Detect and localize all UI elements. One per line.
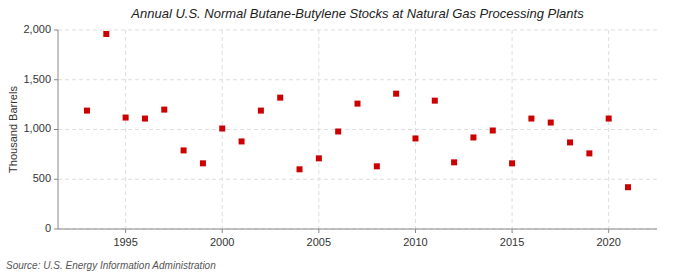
x-tick — [222, 229, 223, 233]
y-grid-line — [58, 30, 657, 31]
y-tick-label: 1,000 — [23, 122, 51, 134]
y-tick-label: 2,000 — [23, 23, 51, 35]
point — [142, 116, 148, 122]
point — [528, 116, 534, 122]
x-tick-label: 2015 — [500, 236, 524, 248]
point — [432, 98, 438, 104]
grid — [58, 30, 657, 229]
y-tick — [54, 30, 58, 31]
point — [606, 116, 612, 122]
point — [181, 147, 187, 153]
point — [297, 166, 303, 172]
point — [586, 150, 592, 156]
x-axis-line — [58, 229, 657, 230]
point — [470, 134, 476, 140]
y-tick — [54, 79, 58, 80]
point — [239, 138, 245, 144]
point — [490, 127, 496, 133]
point — [355, 101, 361, 107]
y-axis-label: Thousand Barrels — [7, 86, 19, 173]
point — [316, 155, 322, 161]
y-grid-line — [58, 229, 657, 230]
x-tick — [608, 229, 609, 233]
x-grid-line — [125, 30, 126, 229]
points — [84, 31, 631, 190]
point — [219, 126, 225, 132]
point — [200, 160, 206, 166]
y-axis-line — [58, 30, 59, 229]
y-grid-line — [58, 129, 657, 130]
point — [161, 107, 167, 113]
point — [412, 135, 418, 141]
x-tick-label: 2005 — [307, 236, 331, 248]
x-tick — [415, 229, 416, 233]
y-tick — [54, 179, 58, 180]
point — [374, 163, 380, 169]
x-tick — [512, 229, 513, 233]
point — [393, 91, 399, 97]
point — [84, 108, 90, 114]
y-grid-line — [58, 79, 657, 80]
axes: 0 500 1,000 1,500 2,000 1995 2000 2005 2010 2015 2… — [23, 23, 657, 248]
x-tick-label: 2020 — [596, 236, 620, 248]
x-tick-label: 1995 — [113, 236, 137, 248]
x-grid-line — [512, 30, 513, 229]
point — [103, 31, 109, 37]
x-tick-label: 2010 — [403, 236, 427, 248]
point — [567, 139, 573, 145]
point — [509, 160, 515, 166]
point — [277, 95, 283, 101]
x-grid-line — [415, 30, 416, 229]
point — [335, 128, 341, 134]
chart-svg: 0 500 1,000 1,500 2,000 1995 2000 2005 2010 2015 2… — [0, 0, 675, 275]
x-grid-line — [608, 30, 609, 229]
point — [548, 120, 554, 126]
point — [258, 108, 264, 114]
y-tick — [54, 129, 58, 130]
point — [123, 115, 129, 121]
chart-container: 0 500 1,000 1,500 2,000 1995 2000 2005 2010 2015 2… — [0, 0, 675, 275]
y-tick-label: 500 — [33, 172, 51, 184]
chart-title: Annual U.S. Normal Butane-Butylene Stock… — [130, 6, 584, 21]
x-tick-label: 2000 — [210, 236, 234, 248]
x-grid-line — [318, 30, 319, 229]
y-tick-label: 1,500 — [23, 73, 51, 85]
y-tick-label: 0 — [45, 222, 51, 234]
x-tick — [125, 229, 126, 233]
x-tick — [318, 229, 319, 233]
point — [625, 184, 631, 190]
point — [451, 159, 457, 165]
y-tick — [54, 229, 58, 230]
source-note: Source: U.S. Energy Information Administ… — [6, 260, 216, 271]
y-grid-line — [58, 179, 657, 180]
